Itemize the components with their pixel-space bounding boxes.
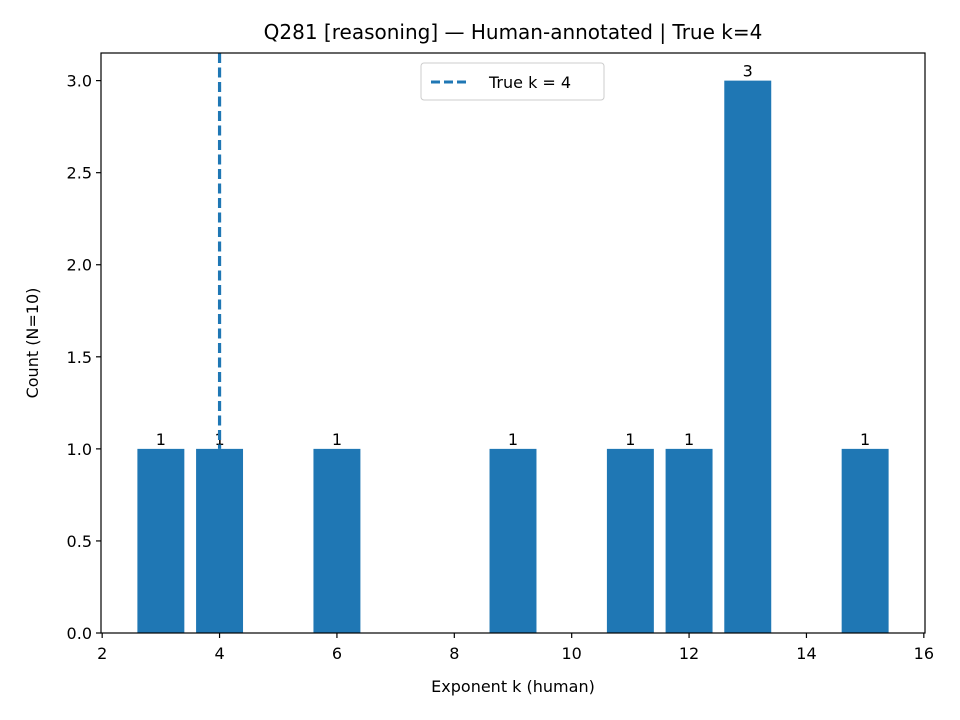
- bar-k-15: [841, 448, 889, 633]
- bar-value-label: 1: [156, 430, 166, 449]
- bar-k-11: [606, 448, 654, 633]
- x-tick-label: 8: [449, 644, 459, 663]
- x-tick-label: 6: [332, 644, 342, 663]
- legend-box: [420, 62, 605, 101]
- bar-k-4: [196, 448, 244, 633]
- x-tick-label: 4: [214, 644, 224, 663]
- x-tick-label: 10: [562, 644, 582, 663]
- x-tick-label: 12: [679, 644, 699, 663]
- bar-k-13: [724, 80, 772, 634]
- y-tick-label: 0.5: [67, 532, 92, 551]
- bar-k-9: [489, 448, 537, 633]
- plot-frame: [100, 52, 926, 634]
- y-axis-label: Count (N=10): [23, 288, 42, 399]
- bar-value-label: 1: [684, 430, 694, 449]
- y-tick-label: 3.0: [67, 72, 92, 91]
- y-ticks-layer: 0.0 0.5 1.0 1.5 2.0 2.5 3.0: [67, 72, 101, 643]
- x-axis-label: Exponent k (human): [431, 677, 595, 696]
- x-tick-label: 16: [914, 644, 934, 663]
- y-tick-label: 0.0: [67, 624, 92, 643]
- bar-value-label: 1: [508, 430, 518, 449]
- bar-k-6: [313, 448, 361, 633]
- legend-label: True k = 4: [488, 73, 571, 92]
- bar-k-3: [137, 448, 185, 633]
- x-ticks-layer: 2 4 6 8 10 12 14 16: [97, 633, 934, 663]
- x-tick-label: 2: [97, 644, 107, 663]
- chart-title: Q281 [reasoning] — Human-annotated | Tru…: [264, 20, 763, 44]
- y-tick-label: 2.5: [67, 164, 92, 183]
- bars-layer: 11111131: [137, 62, 889, 634]
- bar-value-label: 1: [332, 430, 342, 449]
- y-tick-label: 2.0: [67, 256, 92, 275]
- bar-value-label: 3: [743, 62, 753, 81]
- bar-value-label: 1: [625, 430, 635, 449]
- bar-k-12: [665, 448, 713, 633]
- y-tick-label: 1.0: [67, 440, 92, 459]
- legend: True k = 4: [420, 62, 605, 101]
- x-tick-label: 14: [796, 644, 816, 663]
- y-tick-label: 1.5: [67, 348, 92, 367]
- bar-value-label: 1: [860, 430, 870, 449]
